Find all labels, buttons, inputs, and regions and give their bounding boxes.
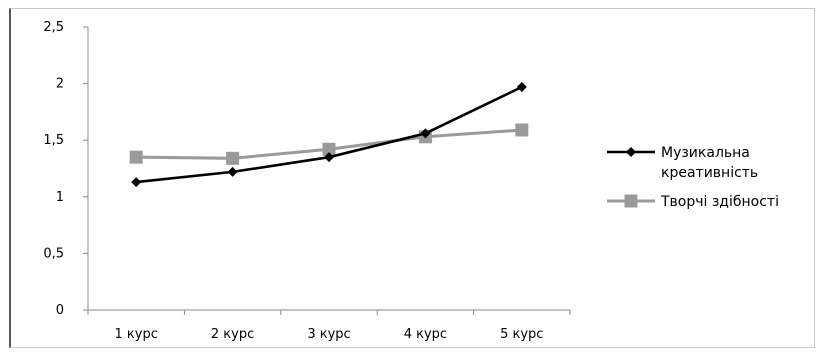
data-point (420, 128, 431, 139)
x-tick-label: 2 курс (211, 327, 254, 342)
x-tick-label: 5 курс (500, 327, 543, 342)
y-tick-label: 1,5 (43, 133, 64, 148)
legend-marker (624, 194, 638, 208)
legend-label: Творчі здібності (660, 194, 779, 210)
data-point (129, 150, 143, 164)
data-point (131, 177, 142, 188)
legend-item-1: Музикальна креативність (607, 145, 758, 181)
chart-frame (9, 8, 815, 348)
legend-marker (626, 147, 636, 157)
x-tick-label: 3 курс (307, 327, 350, 342)
x-tick-label: 4 курс (404, 327, 447, 342)
data-point (516, 81, 527, 92)
data-point (515, 123, 529, 137)
x-axis: 1 курс 2 курс 3 курс 4 курс 5 курс (87, 309, 571, 342)
data-point (226, 151, 240, 165)
legend-label: креативність (661, 165, 758, 181)
data-point (324, 152, 334, 163)
series-1 (131, 81, 527, 188)
y-tick-label: 2 (56, 77, 64, 92)
series-group (129, 81, 529, 188)
y-tick-label: 0,5 (43, 246, 64, 261)
y-tick-label: 1 (56, 190, 64, 205)
legend: Музикальна креативність Творчі здібності (607, 145, 779, 210)
y-axis: 0 0,5 1 1,5 2 2,5 (43, 20, 89, 318)
y-tick-label: 0 (56, 303, 64, 318)
legend-item-2: Творчі здібності (607, 194, 779, 210)
y-tick-label: 2,5 (43, 20, 64, 35)
x-tick-label: 1 курс (115, 327, 158, 342)
data-point (227, 166, 238, 177)
legend-label: Музикальна (661, 145, 750, 161)
data-point (322, 142, 336, 156)
